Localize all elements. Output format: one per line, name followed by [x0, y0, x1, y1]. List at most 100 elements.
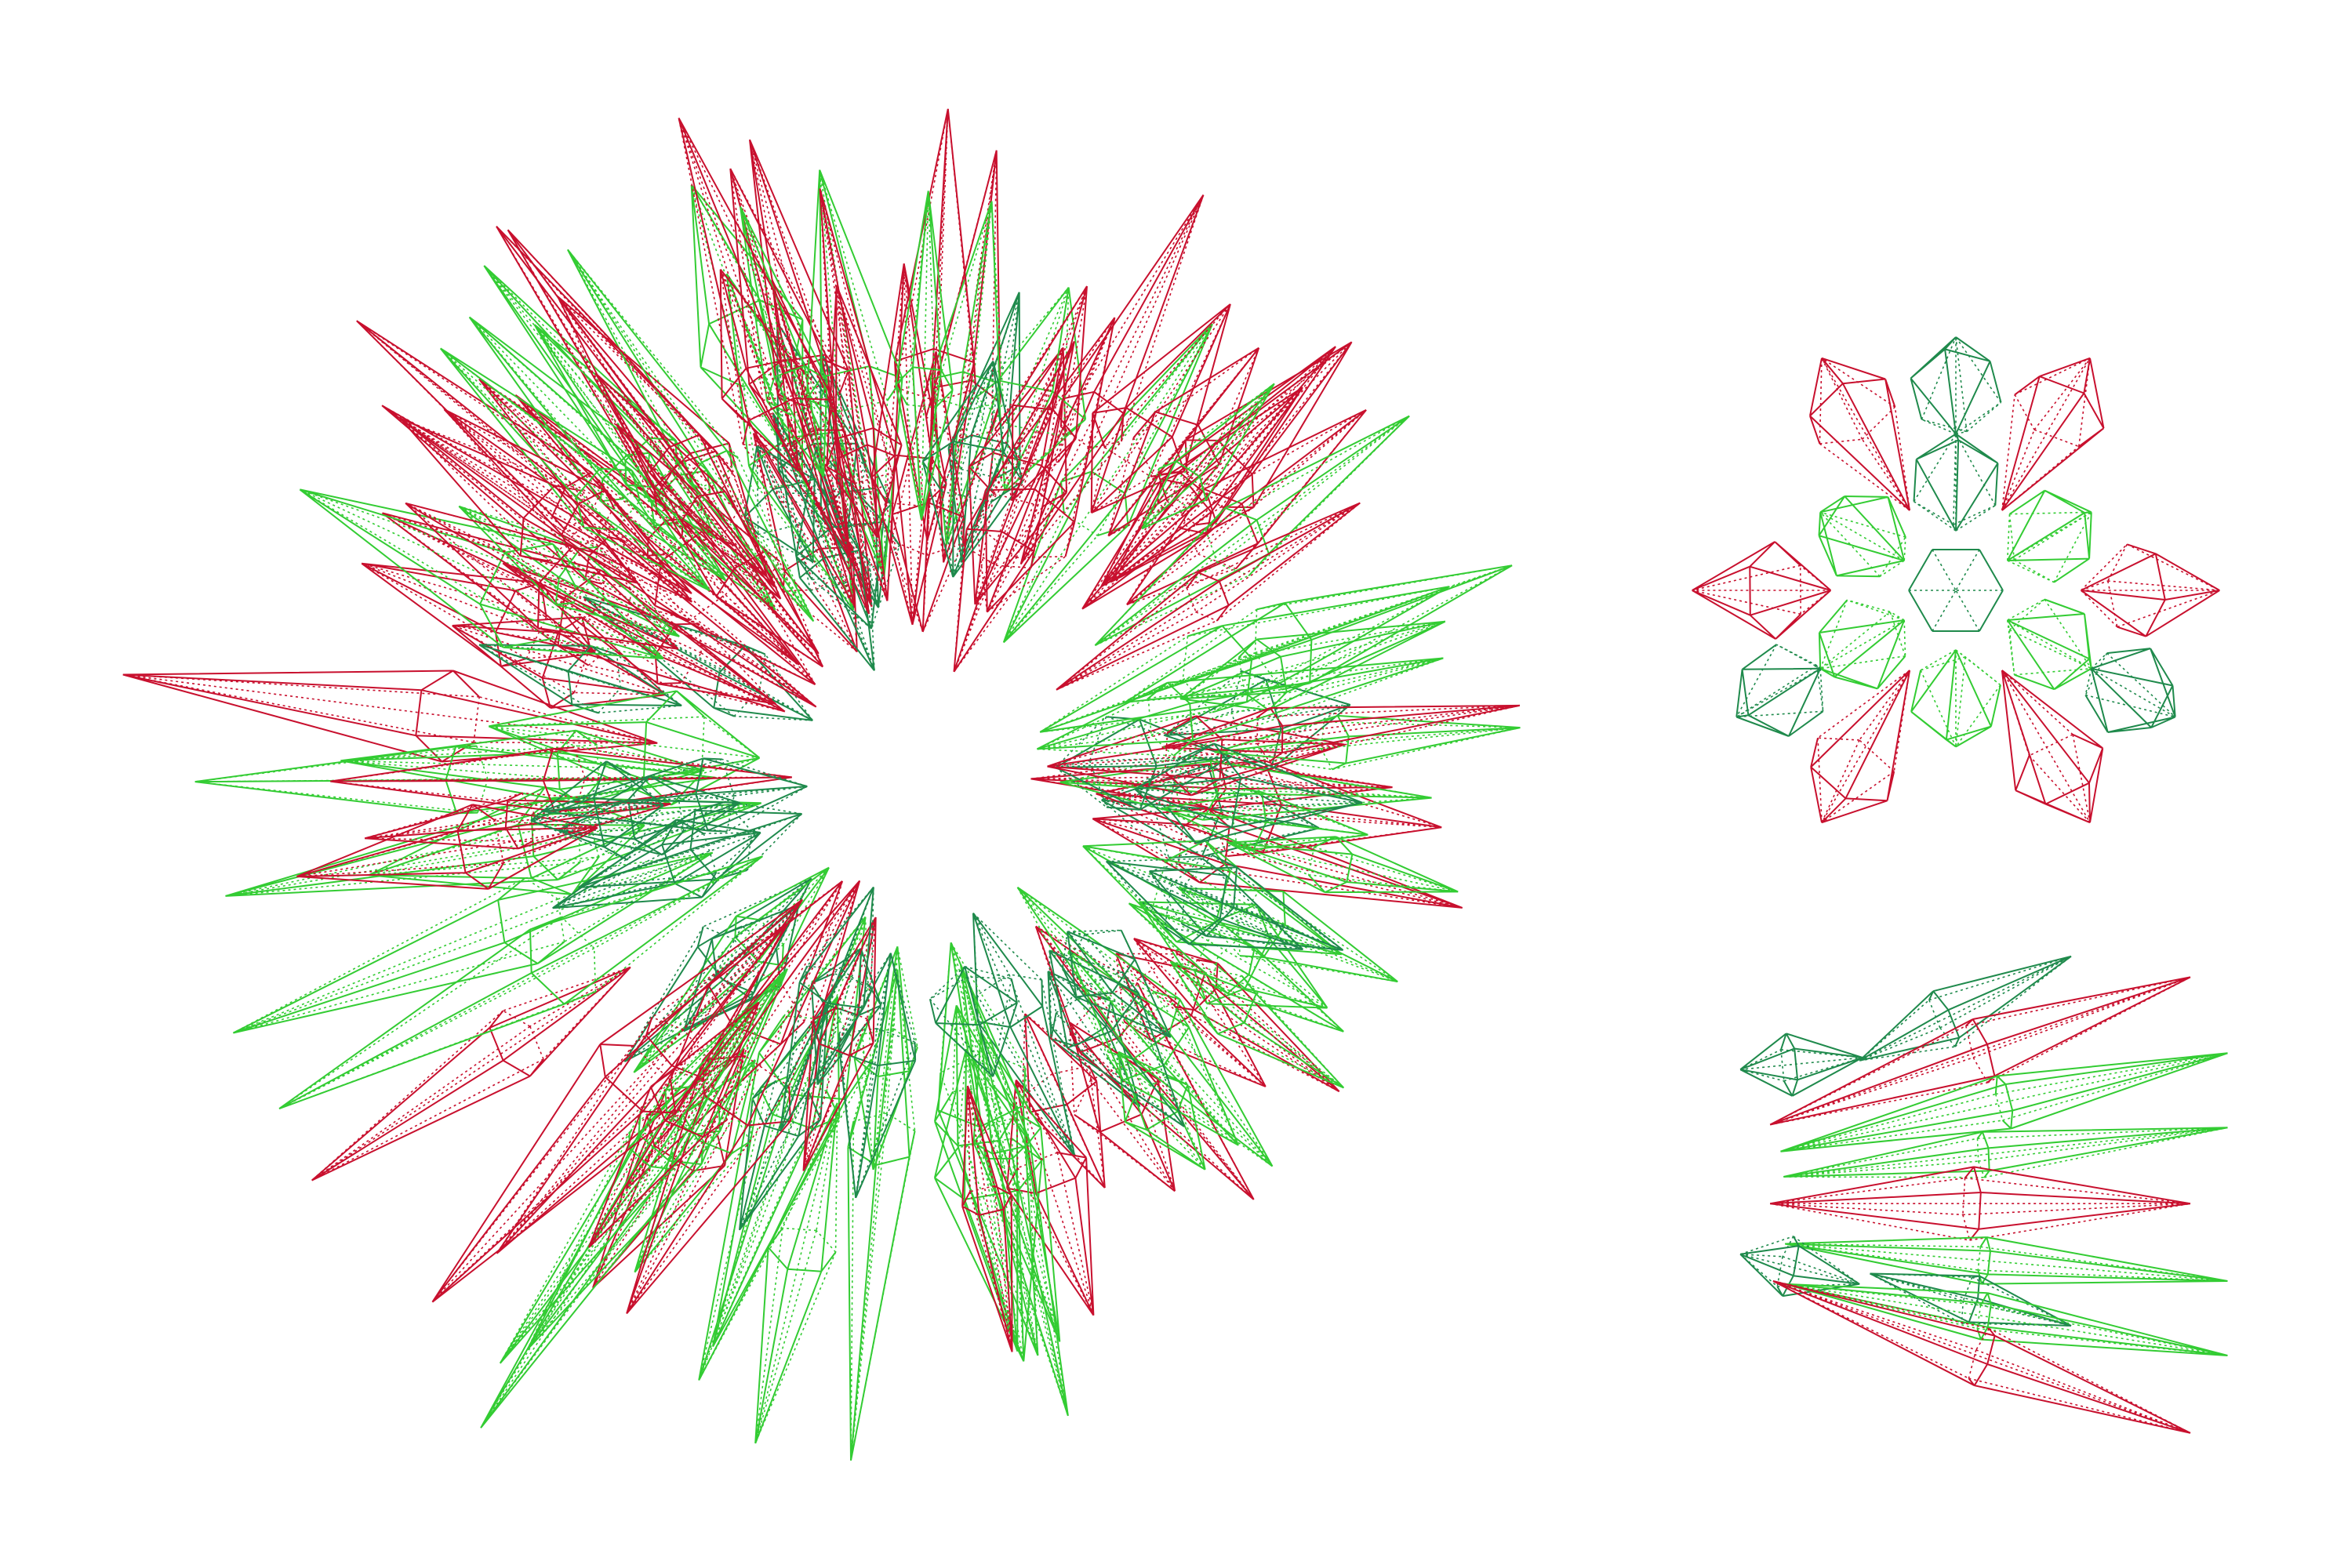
crystal-visible-edges — [1061, 930, 1172, 1039]
crystal-hidden-edges — [557, 296, 768, 578]
crystal-visible-edges — [1161, 704, 1521, 763]
crystal — [780, 886, 874, 1131]
crystal-hidden-edges — [1921, 336, 2002, 435]
crystal-visible-edges — [937, 942, 1039, 1356]
crystal-hidden-edges — [698, 916, 871, 1381]
crystal — [2081, 543, 2220, 637]
crystal — [1105, 858, 1304, 950]
crystal — [802, 916, 877, 1171]
crystal-hidden-edges — [1030, 756, 1393, 804]
crystal-hidden-edges — [678, 118, 856, 608]
crystal-hidden-edges — [1920, 649, 2001, 747]
crystal-hidden-edges — [2007, 598, 2092, 676]
crystal-hidden-edges — [356, 320, 692, 594]
crystal-visible-edges — [802, 916, 877, 1171]
crystal-visible-edges — [1783, 1127, 2228, 1178]
crystal-hidden-edges — [819, 169, 889, 577]
crystal-visible-edges — [1735, 644, 1824, 737]
crystal-hidden-edges — [500, 998, 759, 1364]
crystal-hidden-edges — [1082, 845, 1343, 956]
crystal — [1739, 1033, 1863, 1097]
crystal-visible-edges — [1227, 836, 1459, 894]
central-hexagon — [1908, 549, 2004, 632]
crystal — [405, 502, 679, 650]
crystal-visible-edges — [1910, 336, 2002, 435]
crystal-visible-edges — [1036, 657, 1444, 757]
crystal-hidden-edges — [1772, 1280, 2191, 1434]
crystal-hidden-edges — [443, 408, 692, 603]
crystal-hidden-edges — [1069, 1022, 1176, 1192]
crystal — [1061, 929, 1172, 1039]
crystal — [929, 965, 1018, 1077]
crystal-visible-edges — [1870, 1272, 2072, 1327]
crystal — [2001, 357, 2105, 511]
crystal — [502, 562, 776, 705]
crystal — [311, 966, 631, 1181]
crystal — [1126, 409, 1367, 606]
crystal-hidden-edges — [802, 916, 877, 1171]
crystal-hidden-edges — [1913, 434, 1997, 532]
crystal-hidden-edges — [361, 562, 596, 659]
crystal — [443, 408, 692, 603]
crystal — [1100, 346, 1336, 588]
crystal — [1128, 902, 1344, 1033]
crystal-hidden-edges — [1107, 347, 1259, 537]
crystal-hidden-edges — [1100, 346, 1336, 587]
crystal-visible-edges — [1056, 502, 1361, 691]
crystal-hidden-edges — [1106, 858, 1303, 950]
crystal-hidden-edges — [623, 877, 812, 1062]
crystal-hidden-edges — [1785, 1283, 2228, 1356]
crystal-hidden-edges — [1090, 303, 1231, 514]
crystal-visible-edges — [838, 953, 917, 1199]
crystal — [1910, 336, 2002, 435]
crystal-visible-edges — [381, 512, 786, 713]
top-view — [1692, 336, 2220, 824]
crystal — [1810, 670, 1911, 824]
crystal-hidden-edges — [1141, 383, 1275, 530]
crystal — [1769, 976, 2191, 1126]
side-view — [1739, 955, 2228, 1434]
crystal-hidden-edges — [2007, 511, 2092, 583]
crystal-hidden-edges — [233, 851, 714, 1034]
hexagon-diagonals — [1909, 549, 2003, 632]
crystal — [1772, 1280, 2191, 1434]
crystal-hidden-edges — [225, 802, 761, 897]
crystal-visible-edges — [405, 502, 679, 650]
crystal-hidden-edges — [382, 512, 786, 713]
crystal-hidden-edges — [1819, 599, 1906, 670]
crystal-hidden-edges — [1817, 670, 1910, 823]
crystal-visible-edges — [1810, 670, 1911, 824]
crystal-hidden-edges — [626, 880, 860, 1314]
crystal — [740, 206, 828, 477]
hexagon-outline — [1908, 549, 2004, 632]
crystal-hidden-edges — [780, 886, 874, 1131]
crystal-visible-edges — [1739, 1236, 1860, 1298]
crystal-hidden-edges — [690, 184, 803, 477]
crystal — [1148, 855, 1344, 951]
crystal-hidden-edges — [1739, 1236, 1860, 1287]
crystal — [1818, 599, 1906, 690]
crystal — [1739, 1236, 1860, 1298]
crystal — [1783, 1127, 2228, 1178]
crystal — [1021, 1013, 1106, 1189]
crystal-hidden-edges — [2081, 543, 2220, 628]
crystal-hidden-edges — [552, 832, 761, 909]
crystal-hidden-edges — [1161, 705, 1521, 763]
crystal — [826, 285, 903, 539]
crystal-hidden-edges — [311, 966, 631, 1181]
crystal — [1039, 586, 1450, 733]
crystal-visible-edges — [299, 488, 664, 660]
crystal-hidden-edges — [1169, 960, 1344, 1089]
crystal-hidden-edges — [299, 488, 664, 659]
crystal-hidden-edges — [1769, 976, 2191, 1126]
crystal — [1036, 657, 1444, 757]
crystal-visible-edges — [1006, 1079, 1095, 1316]
crystal-visible-edges — [1090, 303, 1231, 514]
crystal-visible-edges — [1016, 886, 1274, 1167]
crystal-visible-edges — [1021, 1013, 1106, 1189]
crystal-visible-edges — [1128, 902, 1344, 1033]
crystal-hidden-edges — [578, 800, 803, 888]
crystal-visible-edges — [1047, 715, 1345, 797]
crystal — [1227, 836, 1459, 894]
crystal-hidden-edges — [1859, 956, 2072, 1062]
